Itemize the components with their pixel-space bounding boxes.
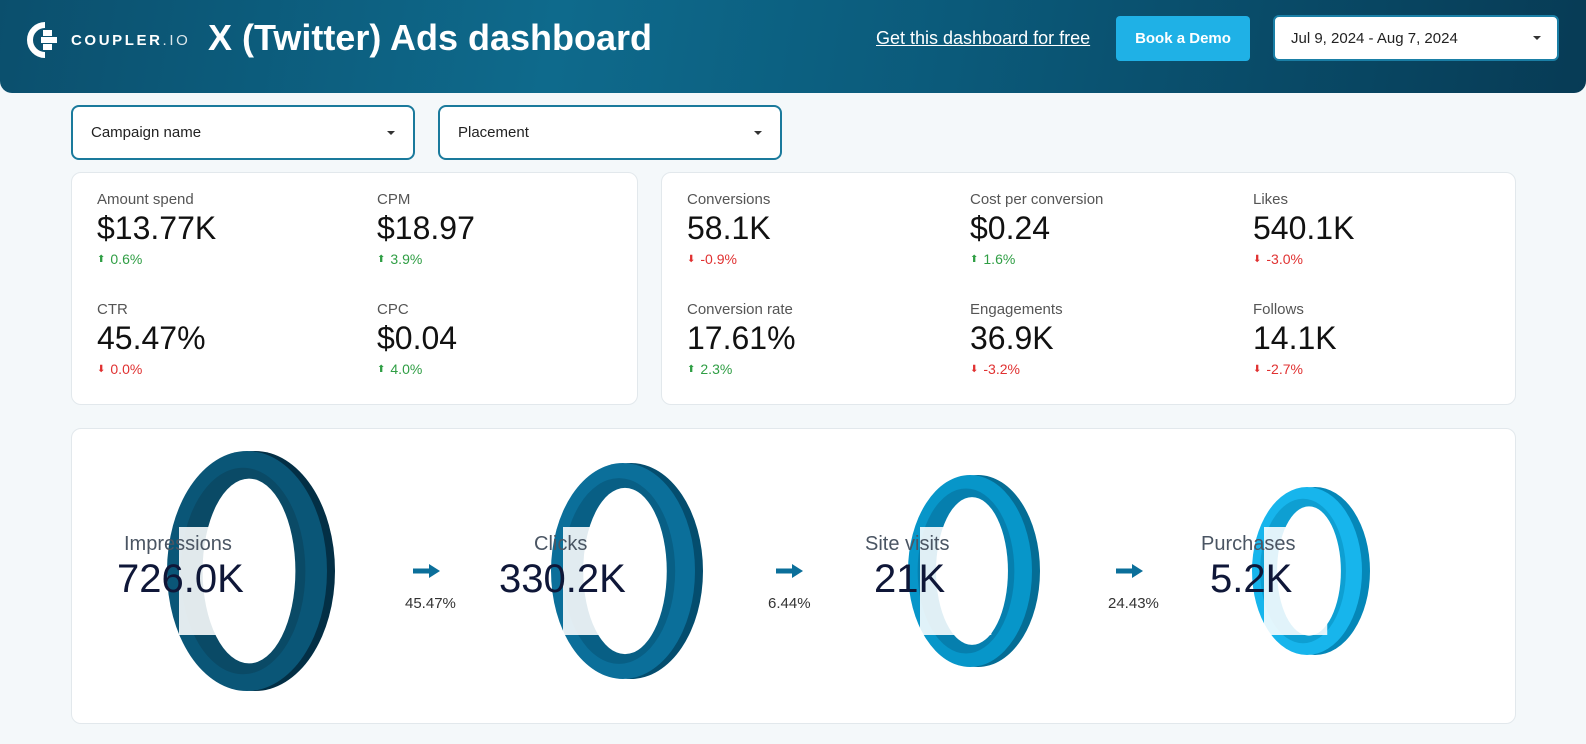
campaign-name-filter[interactable]: Campaign name bbox=[71, 105, 415, 160]
kpi-label: Cost per conversion bbox=[970, 191, 1104, 208]
campaign-name-filter-label: Campaign name bbox=[91, 124, 202, 141]
chevron-down-icon bbox=[387, 130, 395, 135]
book-demo-button[interactable]: Book a Demo bbox=[1116, 16, 1250, 61]
funnel-ring-3 bbox=[1252, 487, 1370, 655]
funnel-conversion-rate: 6.44% bbox=[768, 595, 811, 612]
kpi-delta-value: 2.3% bbox=[700, 361, 733, 377]
page-title: X (Twitter) Ads dashboard bbox=[208, 17, 653, 58]
kpi-delta-value: 0.0% bbox=[110, 361, 143, 377]
kpi-conversions: Conversions 58.1K ⬇ -0.9% bbox=[687, 191, 771, 267]
arrow-up-icon: ⬆ bbox=[970, 253, 979, 265]
arrow-right-icon bbox=[413, 564, 440, 578]
kpi-delta-value: -2.7% bbox=[1266, 361, 1303, 377]
kpi-delta: ⬇ -2.7% bbox=[1253, 361, 1337, 377]
chevron-down-icon bbox=[754, 130, 762, 135]
kpi-label: Conversions bbox=[687, 191, 771, 208]
arrow-down-icon: ⬇ bbox=[687, 253, 696, 265]
kpi-delta: ⬇ -3.0% bbox=[1253, 251, 1354, 267]
kpi-value: $0.04 bbox=[377, 320, 458, 356]
logo-wordmark: COUPLER.IO bbox=[71, 31, 191, 49]
kpi-label: Conversion rate bbox=[687, 301, 793, 318]
funnel-conversion-rate: 45.47% bbox=[405, 595, 456, 612]
kpi-value: 45.47% bbox=[97, 320, 206, 356]
kpi-delta: ⬇ -0.9% bbox=[687, 251, 771, 267]
kpi-delta-value: 3.9% bbox=[390, 251, 423, 267]
kpi-delta: ⬆ 0.6% bbox=[97, 251, 216, 267]
kpi-card-cost: Amount spend $13.77K ⬆ 0.6% CPM $18.97 ⬆ 3.9% CT… bbox=[71, 172, 638, 405]
funnel-stage-label: Site visits bbox=[865, 533, 950, 555]
kpi-delta-value: 4.0% bbox=[390, 361, 423, 377]
arrow-right-icon bbox=[1116, 564, 1143, 578]
kpi-card-engagement: Conversions 58.1K ⬇ -0.9% Cost per conversio… bbox=[661, 172, 1516, 405]
kpi-label: Amount spend bbox=[97, 191, 194, 208]
kpi-delta-value: 1.6% bbox=[983, 251, 1016, 267]
kpi-value: $0.24 bbox=[970, 210, 1051, 246]
get-dashboard-link[interactable]: Get this dashboard for free bbox=[876, 28, 1091, 48]
kpi-label: CPC bbox=[377, 301, 409, 318]
kpi-label: Likes bbox=[1253, 191, 1289, 208]
arrow-down-icon: ⬇ bbox=[1253, 253, 1262, 265]
funnel-stage-label: Clicks bbox=[534, 533, 588, 555]
kpi-amount-spend: Amount spend $13.77K ⬆ 0.6% bbox=[97, 191, 216, 267]
funnel-ring-1 bbox=[551, 463, 703, 679]
date-range-select[interactable]: Jul 9, 2024 - Aug 7, 2024 bbox=[1273, 15, 1559, 61]
funnel-stage-label: Impressions bbox=[124, 533, 232, 555]
coupler-logo[interactable]: COUPLER.IO bbox=[27, 22, 190, 58]
placement-filter-label: Placement bbox=[458, 124, 529, 141]
funnel-card: Impressions 726.0K Clicks 330.2K Site visits… bbox=[71, 428, 1516, 724]
kpi-label: CTR bbox=[97, 301, 128, 318]
arrow-down-icon: ⬇ bbox=[97, 363, 106, 375]
coupler-logo-icon bbox=[27, 22, 57, 58]
kpi-value: 58.1K bbox=[687, 210, 771, 246]
kpi-ctr: CTR 45.47% ⬇ 0.0% bbox=[97, 301, 206, 377]
kpi-likes: Likes 540.1K ⬇ -3.0% bbox=[1253, 191, 1354, 267]
funnel-chart bbox=[167, 451, 1370, 691]
arrow-up-icon: ⬆ bbox=[377, 363, 386, 375]
kpi-cpc: CPC $0.04 ⬆ 4.0% bbox=[377, 301, 457, 377]
kpi-engagements: Engagements 36.9K ⬇ -3.2% bbox=[970, 301, 1063, 377]
kpi-delta-value: -3.2% bbox=[983, 361, 1020, 377]
funnel-ring-0 bbox=[167, 451, 335, 691]
date-range-value: Jul 9, 2024 - Aug 7, 2024 bbox=[1291, 29, 1458, 47]
kpi-delta-value: 0.6% bbox=[110, 251, 143, 267]
kpi-delta: ⬇ -3.2% bbox=[970, 361, 1063, 377]
kpi-value: $13.77K bbox=[97, 210, 217, 246]
placement-filter[interactable]: Placement bbox=[438, 105, 782, 160]
funnel-stage-value: 5.2K bbox=[1210, 557, 1293, 601]
funnel-stage-value: 726.0K bbox=[117, 557, 244, 601]
kpi-label: CPM bbox=[377, 191, 411, 208]
funnel-ring-2 bbox=[908, 475, 1040, 667]
kpi-delta: ⬆ 1.6% bbox=[970, 251, 1103, 267]
arrow-down-icon: ⬇ bbox=[970, 363, 979, 375]
arrow-right-icon bbox=[776, 564, 803, 578]
kpi-follows: Follows 14.1K ⬇ -2.7% bbox=[1253, 301, 1337, 377]
arrow-up-icon: ⬆ bbox=[97, 253, 106, 265]
kpi-conversion-rate: Conversion rate 17.61% ⬆ 2.3% bbox=[687, 301, 796, 377]
kpi-value: 14.1K bbox=[1253, 320, 1337, 356]
funnel-stage-label: Purchases bbox=[1201, 533, 1296, 555]
kpi-cost-per-conversion: Cost per conversion $0.24 ⬆ 1.6% bbox=[970, 191, 1103, 267]
header-bar: COUPLER.IO X (Twitter) Ads dashboard Get… bbox=[0, 0, 1586, 93]
kpi-value: 540.1K bbox=[1253, 210, 1355, 246]
kpi-value: $18.97 bbox=[377, 210, 475, 246]
kpi-delta: ⬆ 3.9% bbox=[377, 251, 475, 267]
kpi-label: Engagements bbox=[970, 301, 1063, 318]
kpi-value: 17.61% bbox=[687, 320, 796, 356]
kpi-value: 36.9K bbox=[970, 320, 1054, 356]
kpi-label: Follows bbox=[1253, 301, 1304, 318]
arrow-up-icon: ⬆ bbox=[687, 363, 696, 375]
arrow-up-icon: ⬆ bbox=[377, 253, 386, 265]
chevron-down-icon bbox=[1533, 36, 1541, 40]
arrow-down-icon: ⬇ bbox=[1253, 363, 1262, 375]
kpi-delta-value: -0.9% bbox=[700, 251, 737, 267]
funnel-conversion-rate: 24.43% bbox=[1108, 595, 1159, 612]
kpi-cpm: CPM $18.97 ⬆ 3.9% bbox=[377, 191, 475, 267]
kpi-delta: ⬆ 4.0% bbox=[377, 361, 457, 377]
funnel-stage-value: 21K bbox=[874, 557, 946, 601]
funnel-stage-value: 330.2K bbox=[499, 557, 626, 601]
kpi-delta: ⬆ 2.3% bbox=[687, 361, 796, 377]
kpi-delta: ⬇ 0.0% bbox=[97, 361, 206, 377]
kpi-delta-value: -3.0% bbox=[1266, 251, 1303, 267]
